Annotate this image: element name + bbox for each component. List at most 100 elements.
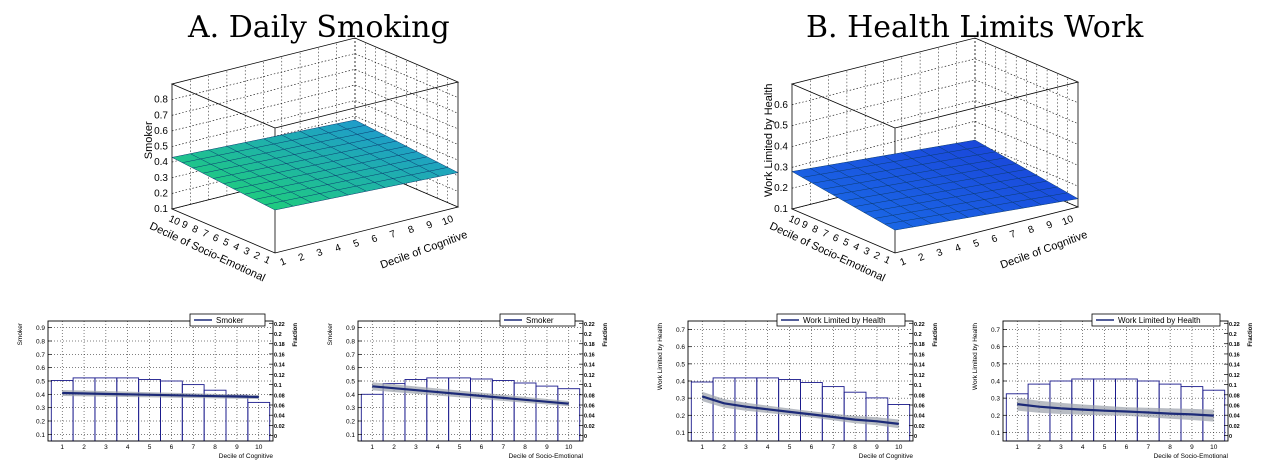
surface-z-tick: 0.6 [774,100,788,111]
x-axis-title: Decile of Socio-Emotional [509,453,584,460]
surface-box-top [790,37,1080,129]
surface-cog-tick: 4 [333,242,343,254]
legend-label: Work Limited by Health [1118,316,1201,325]
legend-box [499,313,576,327]
y-tick-label: 0.8 [36,339,45,346]
surface-mesh-line [254,161,438,200]
y2-axis-title: Fraction [933,323,939,347]
y2-tick-label: 0.04 [914,414,926,420]
x-tick-label: 8 [213,444,217,451]
x-tick-label: 10 [565,444,573,451]
y2-axis-title: Fraction [1248,323,1254,347]
x-tick-label: 8 [1168,444,1172,451]
surface-z-tick: 0.3 [154,173,168,184]
legend-box [776,313,906,327]
surface-socio-tick: 1 [262,254,272,267]
y-tick-label: 0.4 [991,379,1000,386]
y-axis-title: Work Limited by Health [657,323,664,390]
y2-tick-label: 0.18 [584,342,595,348]
x-tick-label: 2 [1037,444,1041,451]
fitted-line [1017,403,1214,417]
y-tick-label: 0.2 [676,413,685,420]
x-tick-label: 7 [1146,444,1150,451]
y2-tick-label: 0.18 [1229,342,1240,348]
x-tick-label: 6 [1125,444,1129,451]
y-tick-label: 0.1 [991,430,1000,437]
x-tick-label: 8 [853,444,857,451]
x-tick-label: 5 [788,444,792,451]
y-tick-label: 0.8 [346,339,355,346]
surface-socio-tick: 8 [810,224,820,237]
x-tick-label: 10 [1210,444,1218,451]
x-tick-label: 2 [722,444,726,451]
x-tick-label: 3 [744,444,748,451]
y2-tick-label: 0 [584,434,587,440]
surface-z-tick: 0.1 [154,204,168,215]
surface-mesh-line [274,172,459,211]
surface-mesh-line [171,119,356,158]
surface-mesh-line [281,134,385,188]
y2-tick-label: 0.2 [914,332,922,338]
surface-cog-tick: 3 [935,247,945,259]
surface-mesh-line [894,198,1079,231]
surface-cog-tick: 8 [407,224,417,236]
surface-mesh-line [974,139,1079,199]
surface-box: 0.10.20.30.40.50.61 12 23 34 45 56 67 78 89 910 10… [763,37,1089,284]
surface-gridline [791,100,1079,147]
y-tick-label: 0.2 [36,419,45,426]
surface-cog-tick: 2 [917,251,927,263]
y2-tick-label: 0.1 [274,383,282,389]
x-tick-label: 6 [170,444,174,451]
x-tick-label: 9 [545,444,549,451]
x-tick-label: 7 [501,444,505,451]
y2-tick-label: 0.08 [274,393,285,399]
y2-tick-label: 0.18 [914,342,925,348]
surface-mesh-line [919,149,1024,209]
surface-cog-tick: 1 [279,256,289,268]
surface-cog-tick: 6 [990,233,1000,245]
x-tick-label: 3 [414,444,418,451]
surface-cog-tick: 10 [441,214,456,229]
x-tick-label: 4 [436,444,440,451]
surface-mesh-line [354,119,459,173]
y-tick-label: 0.7 [676,327,685,334]
y-tick-label: 0.7 [346,352,355,359]
y2-tick-label: 0.12 [274,373,285,379]
y-tick-label: 0.9 [36,325,45,332]
y2-tick-label: 0.22 [1229,322,1240,328]
y-tick-label: 0.2 [346,419,355,426]
x-tick-label: 4 [1081,444,1085,451]
surface-mesh-line [263,138,367,192]
surface-cog-tick: 9 [1045,219,1055,231]
surface-gridline [171,68,459,116]
y2-tick-label: 0 [914,434,917,440]
y2-tick-label: 0.14 [1229,363,1241,369]
y-tick-label: 0.1 [346,432,355,439]
y2-tick-label: 0.16 [914,352,925,358]
surface-socio-tick: 10 [167,214,182,229]
surface-socio-tick: 3 [861,246,871,259]
y2-tick-label: 0.06 [584,404,595,410]
surface-mesh-line [318,127,422,181]
y-tick-label: 0.1 [676,430,685,437]
panel-b-title: B. Health Limits Work [806,10,1144,45]
surface-socio-tick: 9 [800,219,810,232]
x-tick-label: 9 [875,444,879,451]
surface-socio-tick: 2 [872,250,882,263]
surface-socio-tick: 6 [211,232,221,245]
x-tick-label: 10 [895,444,903,451]
surface-socio-tick: 3 [241,246,251,259]
surface-z-label: Work Limited by Health [763,83,775,197]
y2-tick-label: 0.22 [584,322,595,328]
surface-mesh-line [264,167,448,206]
surface-mesh-line [864,180,1048,213]
surface-z-tick: 0.4 [774,142,788,153]
y-tick-label: 0.5 [991,361,1000,368]
surface-mesh-line [901,152,1005,212]
y2-tick-label: 0 [1229,434,1232,440]
x-tick-label: 7 [191,444,195,451]
bar-chart-smoker-by-socio-emotional: 0.1 0.2 0.3 0.4 0.5 0.6 0.7 0.8 0.9 0 0.02 0.04 0.06… [327,313,609,460]
surface-z-tick: 0.5 [154,142,168,153]
x-tick-label: 4 [766,444,770,451]
surface-cog-tick: 2 [297,251,307,263]
